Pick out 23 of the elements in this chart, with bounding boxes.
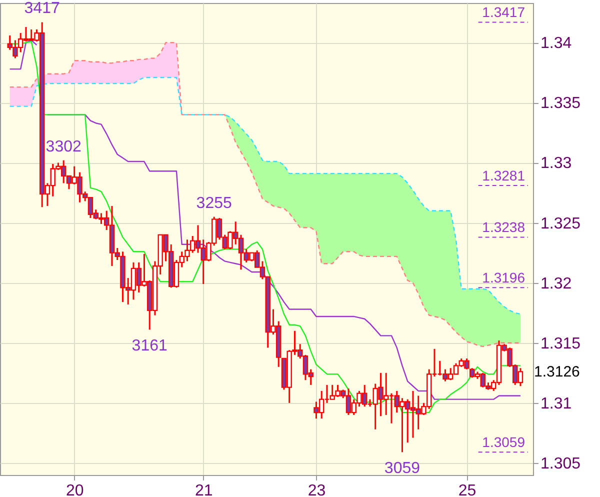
y-tick-label: 1.315 [540, 335, 581, 352]
text: 1.3126 [534, 364, 580, 381]
ref-line-label: 1.3059 [482, 434, 526, 450]
annotation: 3417 [24, 0, 60, 18]
x-tick-label: 20 [66, 482, 84, 497]
x-tick-label: 25 [458, 482, 476, 497]
y-tick-label: 1.325 [540, 215, 581, 232]
y-tick-label: 1.32 [540, 275, 572, 292]
y-tick-label: 1.33 [540, 155, 572, 172]
annotation: 3059 [384, 460, 420, 478]
annotation: 3161 [132, 338, 168, 355]
x-tick-label: 21 [194, 482, 213, 497]
ref-line-label: 1.3281 [482, 168, 526, 184]
y-tick-label: 1.31 [540, 395, 572, 412]
annotation: 3255 [196, 194, 232, 212]
y-tick-label: 1.34 [540, 35, 572, 52]
x-tick-label: 23 [308, 482, 326, 497]
ref-line-label: 1.3417 [482, 4, 526, 20]
ref-line-label: 1.3238 [482, 219, 526, 236]
ref-line-label: 1.3196 [482, 270, 526, 286]
y-tick-label: 1.335 [540, 95, 581, 112]
annotation: 3302 [46, 138, 82, 156]
y-tick-label: 1.305 [540, 455, 581, 472]
